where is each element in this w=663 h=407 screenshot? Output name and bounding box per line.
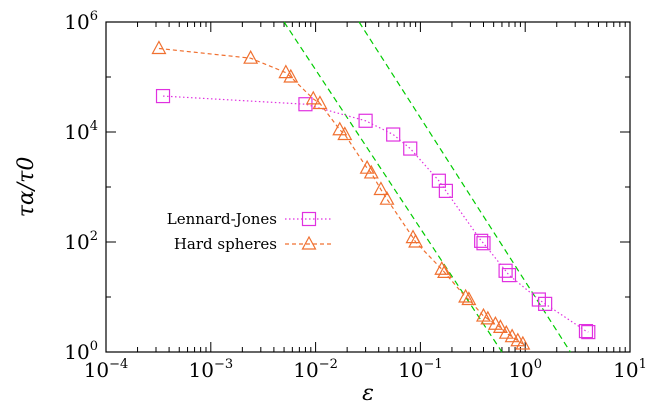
point-hard-spheres-25: [515, 335, 531, 350]
y-tick-label-0: 100: [64, 339, 98, 364]
point-hard-spheres-17: [461, 291, 477, 306]
point-lennard-jones-0: [155, 88, 171, 104]
y-tick-labels: 100 102 104 106: [64, 9, 98, 364]
legend-marker-lennard-jones: [301, 211, 317, 227]
point-hard-spheres-7: [337, 126, 353, 141]
point-hard-spheres-1: [243, 49, 259, 64]
point-lennard-jones-4: [403, 141, 418, 156]
series-hard-spheres: [151, 40, 531, 350]
point-hard-spheres-2: [278, 64, 294, 79]
point-hard-spheres-4: [305, 90, 321, 105]
y-tick-label-3: 106: [64, 9, 98, 34]
axis-ticks: [105, 21, 631, 353]
x-tick-label-1: 10−3: [188, 357, 233, 382]
point-hard-spheres-22: [498, 324, 514, 339]
legend-label-lennard-jones: Lennard-Jones: [167, 210, 277, 228]
point-lennard-jones-2: [358, 113, 373, 128]
point-lennard-jones-6: [438, 183, 453, 198]
reference-lines: [283, 21, 571, 353]
point-hard-spheres-5: [312, 95, 328, 110]
x-tick-labels: 10−4 10−3 10−2 10−1 100 101: [84, 357, 647, 382]
series-layer: [151, 40, 596, 350]
point-lennard-jones-13: [578, 323, 594, 339]
y-tick-label-1: 102: [64, 229, 98, 254]
point-lennard-jones-3: [386, 127, 401, 142]
legend: Lennard-Jones Hard spheres: [167, 210, 333, 253]
legend-marker-hard-spheres: [301, 235, 317, 250]
point-hard-spheres-6: [332, 121, 348, 136]
point-hard-spheres-3: [283, 68, 299, 83]
series-line-hard-spheres: [158, 47, 524, 345]
point-hard-spheres-19: [480, 310, 496, 325]
point-lennard-jones-9: [498, 263, 513, 278]
y-axis-title: τα/τ0: [14, 157, 39, 218]
series-lennard-jones: [155, 88, 596, 340]
x-tick-label-3: 10−1: [398, 357, 443, 382]
x-tick-label-2: 10−2: [293, 357, 338, 382]
point-hard-spheres-11: [379, 190, 395, 205]
x-tick-label-4: 100: [508, 357, 542, 382]
x-tick-label-5: 101: [613, 357, 647, 382]
point-lennard-jones-14: [581, 325, 596, 340]
point-hard-spheres-13: [408, 233, 424, 248]
y-tick-label-2: 104: [64, 119, 98, 144]
reference-line-1: [358, 21, 571, 353]
x-axis-title: ε: [362, 381, 374, 406]
point-lennard-jones-12: [538, 296, 553, 311]
point-hard-spheres-14: [434, 260, 450, 275]
point-hard-spheres-16: [458, 288, 474, 303]
point-hard-spheres-9: [363, 164, 379, 179]
point-lennard-jones-7: [474, 233, 489, 248]
point-hard-spheres-23: [504, 328, 520, 343]
reference-line-0: [283, 21, 503, 353]
x-tick-label-0: 10−4: [84, 357, 129, 382]
point-lennard-jones-8: [476, 236, 491, 251]
point-hard-spheres-10: [373, 181, 389, 196]
point-hard-spheres-15: [437, 264, 453, 279]
point-hard-spheres-0: [151, 40, 167, 55]
legend-label-hard-spheres: Hard spheres: [174, 235, 277, 253]
point-lennard-jones-10: [501, 268, 517, 283]
point-hard-spheres-21: [492, 319, 508, 334]
